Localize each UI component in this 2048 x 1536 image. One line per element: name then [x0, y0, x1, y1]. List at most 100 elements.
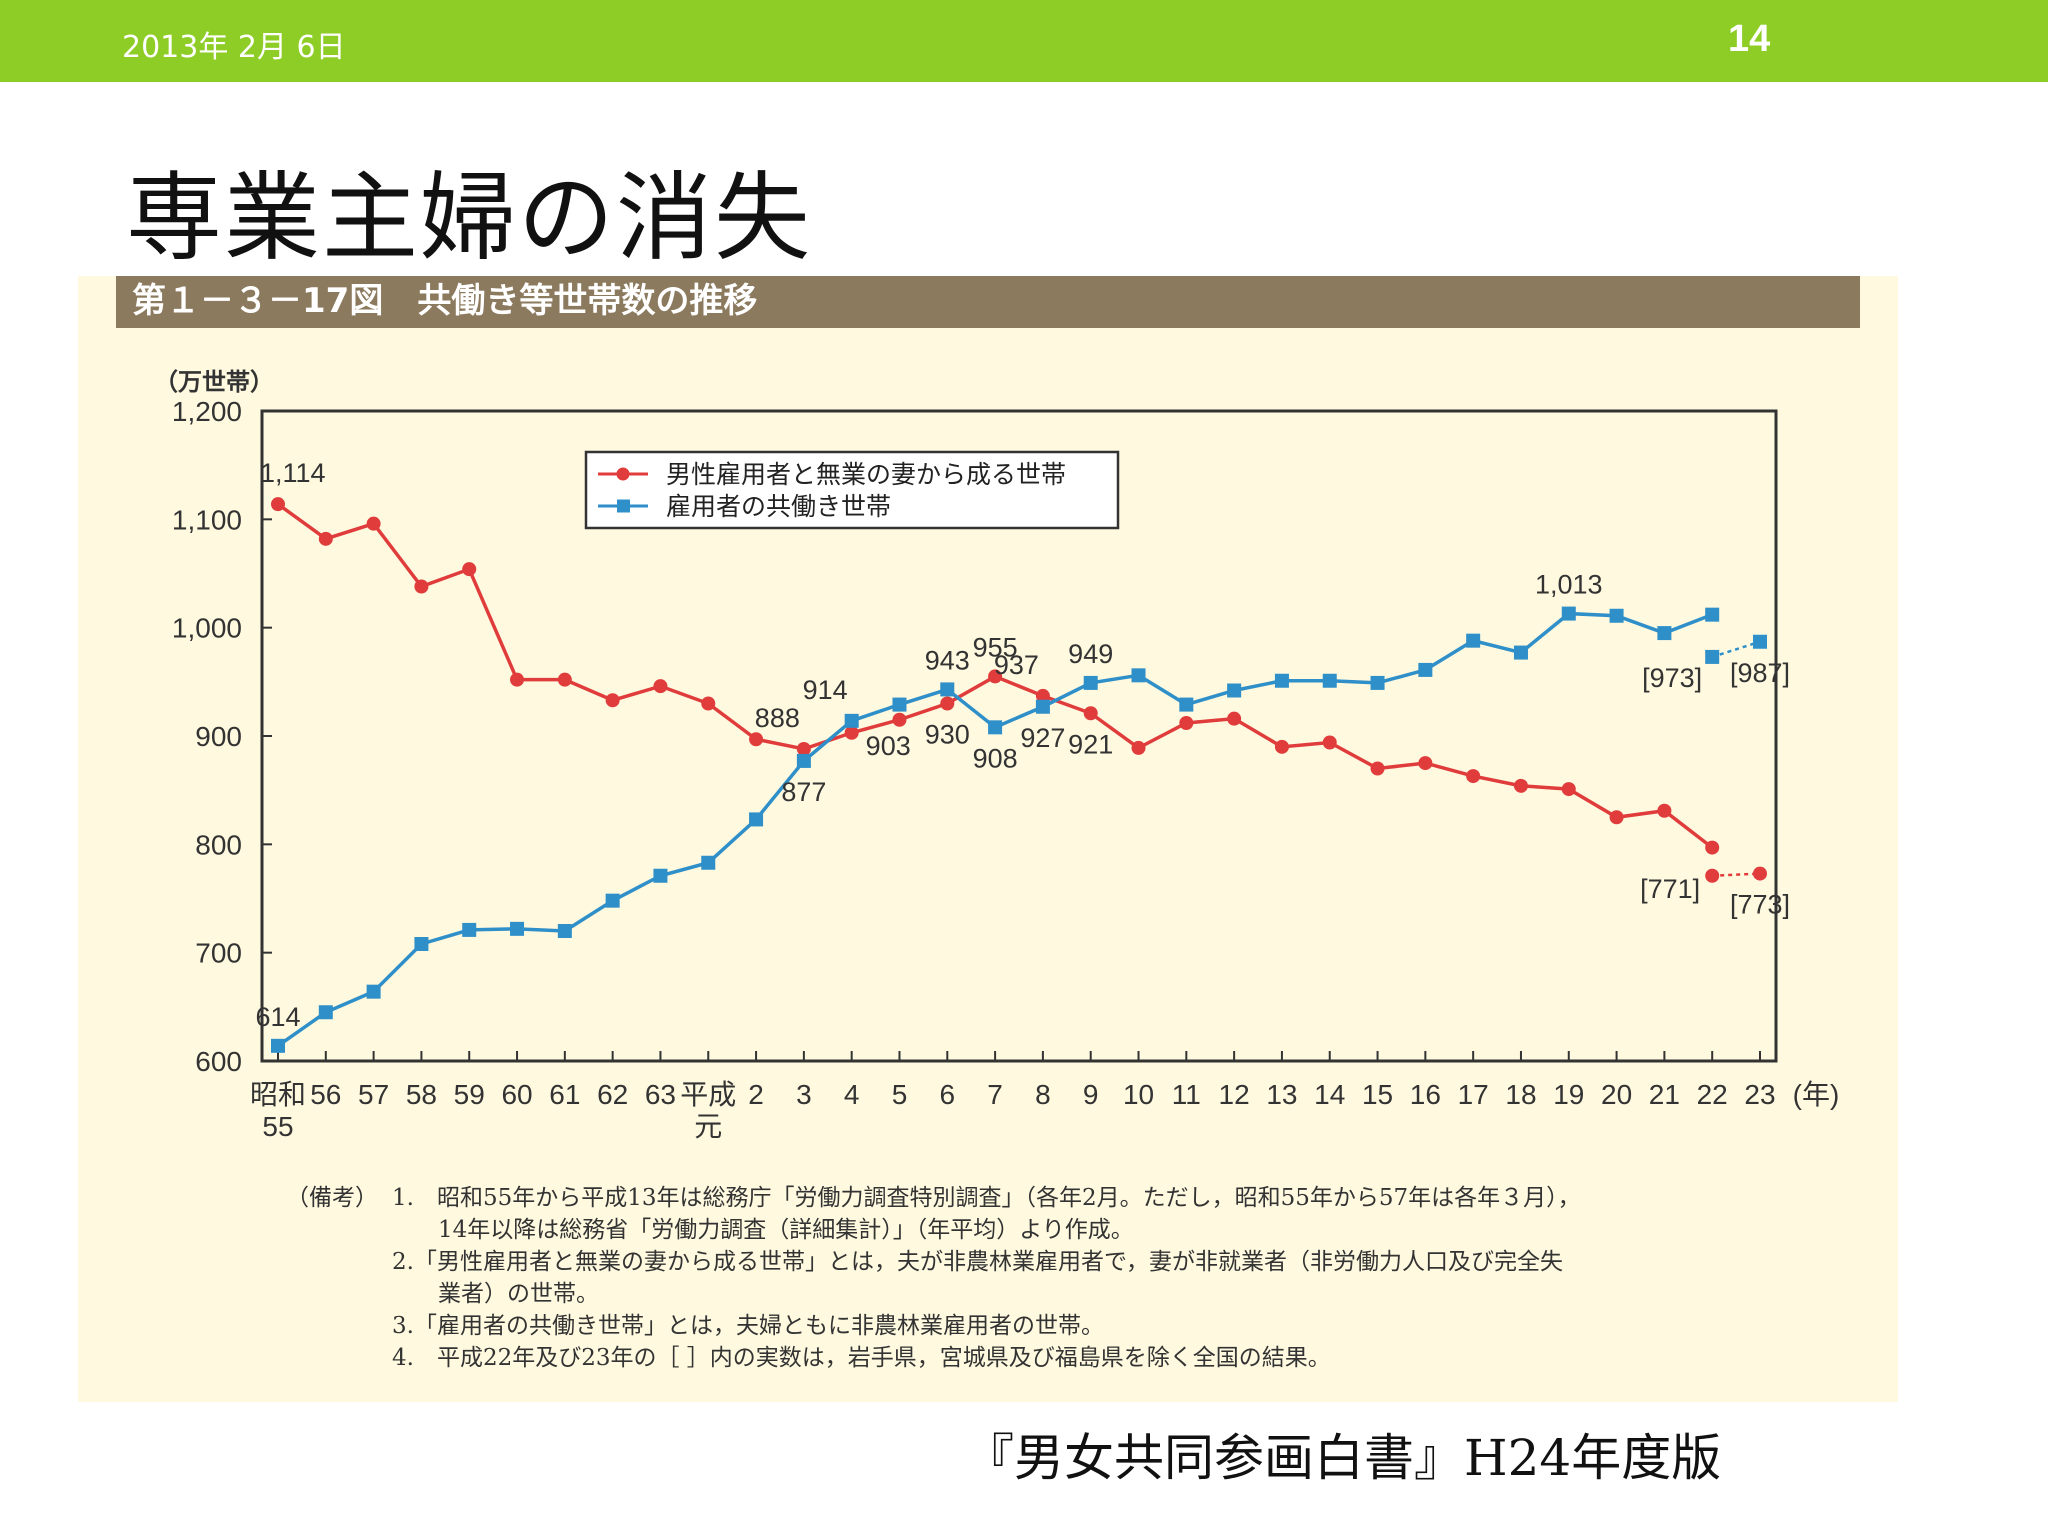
data-point — [701, 855, 716, 870]
x-tick-label: 12 — [1219, 1079, 1250, 1110]
data-label: 955 — [973, 632, 1018, 662]
data-point — [557, 924, 572, 938]
data-label: 908 — [973, 743, 1018, 773]
x-tick-label: 17 — [1458, 1079, 1489, 1110]
data-point — [462, 562, 477, 577]
data-point — [318, 531, 333, 546]
data-point — [988, 720, 1003, 735]
data-point — [1035, 699, 1050, 714]
data-point — [605, 693, 620, 708]
y-tick-label: 900 — [195, 721, 242, 752]
data-point — [1274, 739, 1289, 754]
data-point — [1657, 626, 1672, 641]
x-tick-label: 8 — [1035, 1079, 1051, 1110]
x-tick-label: 63 — [645, 1079, 676, 1110]
page-number: 14 — [1728, 18, 1771, 60]
data-label: 921 — [1068, 729, 1113, 759]
data-point — [510, 921, 525, 936]
data-point — [1370, 675, 1385, 690]
notes-label: （備考） — [286, 1185, 378, 1211]
y-tick-label: 800 — [195, 829, 242, 860]
x-tick-label: 57 — [358, 1079, 389, 1110]
data-point — [1513, 778, 1528, 793]
x-tick-label: 16 — [1410, 1079, 1441, 1110]
data-point — [318, 1005, 333, 1020]
x-axis-unit: (年) — [1793, 1079, 1840, 1110]
data-point — [1466, 633, 1481, 648]
x-tick-label: 3 — [796, 1079, 812, 1110]
data-point — [557, 672, 572, 687]
bracket-point — [1705, 649, 1720, 664]
y-tick-label: 1,000 — [172, 613, 242, 644]
x-tick-sublabel: 元 — [694, 1111, 722, 1142]
data-point — [653, 868, 668, 883]
data-point — [1227, 683, 1242, 698]
data-point — [414, 579, 429, 594]
data-point — [1083, 706, 1098, 721]
data-label: 903 — [866, 731, 911, 761]
x-tick-label: 56 — [310, 1079, 341, 1110]
x-tick-label: 10 — [1123, 1079, 1154, 1110]
bracket-point — [1705, 868, 1720, 883]
data-label: 927 — [1020, 723, 1065, 753]
data-point — [366, 516, 381, 531]
data-point — [1705, 607, 1720, 622]
x-tick-label: 5 — [892, 1079, 908, 1110]
x-tick-label: 18 — [1505, 1079, 1536, 1110]
data-point — [1131, 740, 1146, 755]
note-line: 業者）の世帯。 — [392, 1281, 599, 1307]
x-tick-label: 昭和 — [250, 1079, 306, 1110]
top-bar — [0, 0, 2048, 82]
data-label: 1,013 — [1535, 570, 1603, 600]
x-tick-label: 19 — [1553, 1079, 1584, 1110]
data-point — [796, 753, 811, 768]
x-tick-label: 59 — [454, 1079, 485, 1110]
x-tick-label: 21 — [1649, 1079, 1680, 1110]
data-point — [462, 922, 477, 937]
data-label: [773] — [1730, 890, 1790, 920]
x-tick-label: 6 — [940, 1079, 956, 1110]
data-point — [1561, 782, 1576, 797]
data-label: [987] — [1730, 658, 1790, 688]
x-tick-label: 13 — [1266, 1079, 1297, 1110]
data-point — [605, 893, 620, 908]
data-point — [1131, 668, 1146, 683]
x-tick-label: 11 — [1172, 1079, 1201, 1110]
data-point — [1609, 608, 1624, 623]
data-point — [701, 696, 716, 711]
data-point — [1513, 645, 1528, 660]
x-tick-label: 23 — [1744, 1079, 1775, 1110]
note-line: 4. 平成22年及び23年の［ ］内の実数は，岩手県，宮城県及び福島県を除く全国… — [392, 1345, 1331, 1371]
x-tick-label: 61 — [549, 1079, 580, 1110]
legend-label: 雇用者の共働き世帯 — [666, 493, 891, 521]
x-tick-label: 15 — [1362, 1079, 1393, 1110]
data-point — [940, 696, 955, 711]
bracket-point — [1753, 866, 1767, 881]
legend-marker — [616, 467, 630, 481]
slide-title: 専業主婦の消失 — [126, 162, 812, 274]
data-point — [749, 732, 764, 747]
legend-marker — [617, 499, 630, 513]
data-point — [1418, 756, 1433, 771]
data-point — [844, 725, 859, 740]
data-point — [892, 697, 907, 712]
data-point — [1322, 673, 1337, 688]
bracket-line-1 — [1711, 640, 1761, 659]
figure-header-bar — [116, 276, 1860, 328]
x-tick-label: 2 — [748, 1079, 764, 1110]
x-tick-label: 62 — [597, 1079, 628, 1110]
x-tick-label: 22 — [1697, 1079, 1728, 1110]
y-tick-label: 1,100 — [172, 504, 242, 535]
x-tick-label: 14 — [1314, 1079, 1345, 1110]
data-label: [771] — [1640, 874, 1700, 904]
data-label: 1,114 — [260, 458, 326, 488]
data-point — [940, 682, 955, 697]
y-axis-unit: （万世帯） — [154, 368, 274, 396]
data-point — [892, 712, 907, 727]
data-point — [1657, 803, 1672, 818]
data-point — [1466, 769, 1481, 784]
x-tick-label: 20 — [1601, 1079, 1632, 1110]
data-label: 877 — [781, 777, 826, 807]
data-point — [1609, 810, 1624, 825]
